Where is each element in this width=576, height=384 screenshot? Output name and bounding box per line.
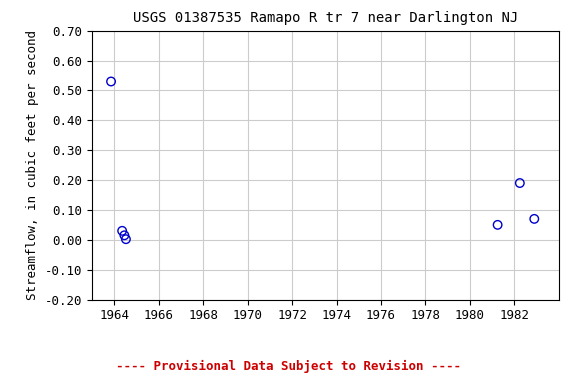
Text: ---- Provisional Data Subject to Revision ----: ---- Provisional Data Subject to Revisio… <box>116 360 460 373</box>
Point <box>118 228 127 234</box>
Point <box>530 216 539 222</box>
Point <box>122 236 131 242</box>
Y-axis label: Streamflow, in cubic feet per second: Streamflow, in cubic feet per second <box>26 30 39 300</box>
Point <box>120 232 129 238</box>
Point <box>107 78 116 84</box>
Point <box>516 180 525 186</box>
Point <box>493 222 502 228</box>
Title: USGS 01387535 Ramapo R tr 7 near Darlington NJ: USGS 01387535 Ramapo R tr 7 near Darling… <box>133 12 518 25</box>
